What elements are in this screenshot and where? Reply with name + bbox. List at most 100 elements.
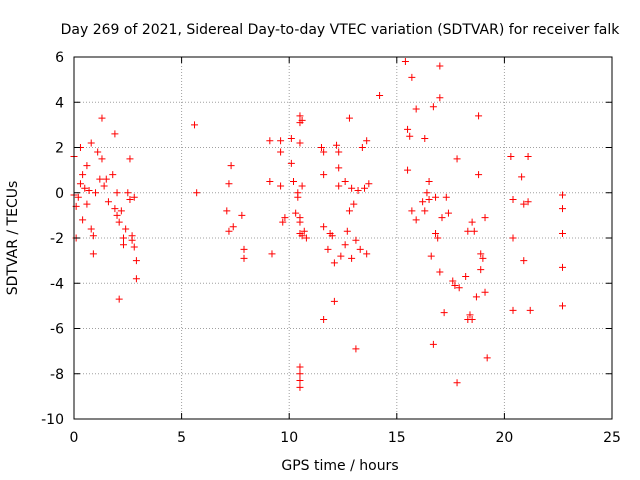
data-point [83,162,91,170]
data-point [124,189,132,197]
data-point [76,180,84,188]
data-point [363,137,371,145]
x-tick-label: 25 [603,430,621,446]
data-point [348,184,356,192]
data-point [240,245,248,253]
data-point [352,236,360,244]
data-point [432,193,440,201]
data-point [132,275,140,283]
data-point [335,148,343,156]
data-point [229,223,237,231]
data-point [421,207,429,215]
data-point [518,173,526,181]
data-point [345,114,353,122]
data-point [406,132,414,140]
x-axis-label: GPS time / hours [281,458,398,474]
data-point [408,207,416,215]
data-point [191,121,199,129]
y-tick-label: -4 [50,276,64,292]
data-point [119,234,127,242]
data-point [425,177,433,185]
data-point [287,134,295,142]
data-point [100,182,108,190]
data-point [81,184,89,192]
data-point [479,254,487,262]
data-point [470,227,478,235]
data-point [429,340,437,348]
data-point [335,164,343,172]
data-point [455,284,463,292]
data-point [328,232,336,240]
data-point [298,232,306,240]
data-point [429,103,437,111]
data-point [111,130,119,138]
data-point [451,282,459,290]
data-point [277,182,285,190]
data-point [277,148,285,156]
data-point [92,189,100,197]
data-point [225,227,233,235]
data-point [296,370,304,378]
data-point [481,214,489,222]
data-point [524,198,532,206]
y-tick-label: 6 [55,50,64,66]
data-point [509,234,517,242]
data-point [432,229,440,237]
data-point [348,254,356,262]
data-point [292,209,300,217]
data-point [408,73,416,81]
data-point [238,211,246,219]
data-point [302,234,310,242]
data-point [464,227,472,235]
data-point [453,379,461,387]
data-point [475,112,483,120]
data-point [126,196,134,204]
data-point [300,227,308,235]
data-point [438,214,446,222]
data-point [294,193,302,201]
data-point [111,205,119,213]
data-point [96,175,104,183]
data-point [122,225,130,233]
data-point [113,189,121,197]
data-point [404,125,412,133]
x-tick-label: 10 [280,430,298,446]
data-point [354,186,362,194]
data-point [89,232,97,240]
data-point [449,277,457,285]
data-point [268,250,276,258]
data-point [520,257,528,265]
data-point [481,288,489,296]
data-point [119,241,127,249]
data-point [335,182,343,190]
data-point [423,189,431,197]
y-tick-label: -2 [50,231,64,247]
chart-title: Day 269 of 2021, Sidereal Day-to-day VTE… [61,22,621,38]
data-point [128,236,136,244]
data-point [350,200,358,208]
data-point [296,139,304,147]
data-point [98,114,106,122]
data-point [559,205,567,213]
data-point [320,171,328,179]
data-point [298,182,306,190]
data-point [509,196,517,204]
data-point [559,302,567,310]
data-point [130,243,138,251]
data-point [296,112,304,120]
data-point [559,191,567,199]
data-point [281,214,289,222]
data-point [296,218,304,226]
data-point [102,175,110,183]
data-point [130,193,138,201]
data-point [444,209,452,217]
data-point [85,186,93,194]
data-point [113,211,121,219]
data-point [240,254,248,262]
data-point [290,177,298,185]
data-point [277,137,285,145]
data-point [442,193,450,201]
data-point [132,257,140,265]
data-point [453,155,461,163]
data-point [526,306,534,314]
